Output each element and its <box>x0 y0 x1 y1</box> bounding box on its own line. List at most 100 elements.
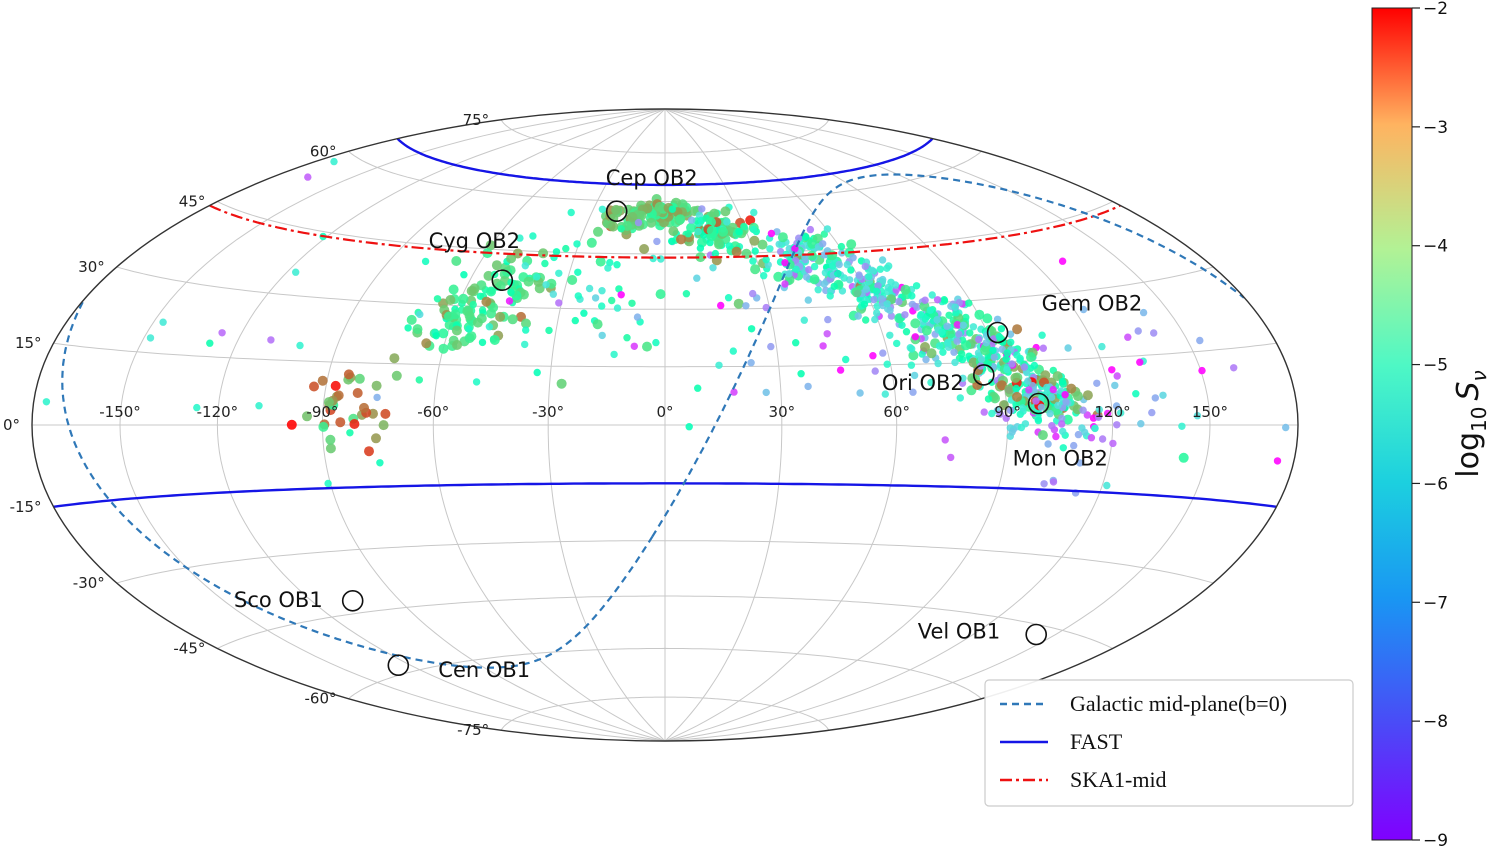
legend: Galactic mid-plane(b=0) FAST SKA1-mid <box>984 679 1354 807</box>
ob-associations: Cep OB2 Cyg OB2 Gem OB2 Ori OB2 Mon OB2 Sco O… <box>234 166 1142 682</box>
source-point <box>933 316 941 324</box>
source-point <box>849 254 857 262</box>
source-point <box>206 339 214 347</box>
source-point <box>42 398 51 406</box>
source-point <box>750 264 761 275</box>
lat-tick-label: 15° <box>15 334 42 352</box>
source-point <box>693 274 701 282</box>
source-point <box>555 269 563 277</box>
parallel-line <box>500 119 830 154</box>
source-point <box>695 252 706 263</box>
source-point <box>933 296 942 304</box>
source-point <box>1002 355 1010 363</box>
source-point <box>451 325 462 336</box>
source-point <box>698 205 706 213</box>
source-point <box>806 250 817 261</box>
source-point <box>781 280 789 288</box>
source-point <box>533 368 541 377</box>
source-point <box>806 225 815 234</box>
source-point <box>505 297 514 305</box>
source-point <box>1049 478 1058 486</box>
source-point <box>655 289 666 300</box>
source-point <box>877 295 886 303</box>
source-point <box>807 238 818 249</box>
source-point <box>988 409 996 418</box>
source-point <box>886 306 894 315</box>
source-point <box>1113 372 1121 380</box>
source-point <box>472 317 483 328</box>
source-point <box>982 339 990 347</box>
source-point <box>740 222 748 231</box>
source-point <box>928 291 936 299</box>
source-point <box>749 257 757 265</box>
lon-tick-label: 30° <box>769 403 796 421</box>
legend-label: SKA1-mid <box>1070 767 1167 792</box>
source-point <box>922 355 930 364</box>
source-point <box>800 316 808 324</box>
source-point <box>676 234 686 245</box>
source-point <box>1008 428 1016 436</box>
source-point <box>718 226 729 237</box>
source-point <box>466 286 477 296</box>
source-point <box>458 293 469 304</box>
source-point <box>317 375 328 386</box>
map-boundary <box>31 108 1299 742</box>
source-point <box>965 299 973 307</box>
source-point <box>851 287 862 298</box>
source-point <box>879 349 887 357</box>
lon-tick-label: 90° <box>994 403 1021 421</box>
source-point <box>715 361 723 369</box>
source-point <box>1134 327 1142 335</box>
source-point <box>855 271 863 279</box>
source-point <box>883 300 891 308</box>
source-point <box>1095 405 1104 414</box>
colorbar-label: log10Sν <box>1451 370 1491 477</box>
lat-tick-label: -15° <box>10 498 42 516</box>
source-point <box>611 204 621 215</box>
association-marker <box>605 200 628 222</box>
source-point <box>1020 363 1029 371</box>
source-point <box>901 311 909 319</box>
source-point <box>1007 338 1015 346</box>
source-point <box>404 324 412 332</box>
source-point <box>873 309 881 317</box>
source-point <box>1037 403 1046 411</box>
source-point <box>613 304 622 312</box>
source-point <box>586 237 597 248</box>
source-point <box>968 357 979 368</box>
source-point <box>714 239 724 250</box>
source-point <box>826 292 834 300</box>
source-point <box>1010 372 1021 383</box>
source-point <box>921 296 929 304</box>
source-point <box>795 234 803 242</box>
source-point <box>1247 294 1255 303</box>
lat-tick-label: 60° <box>310 142 337 160</box>
lat-tick-label: 45° <box>179 193 206 211</box>
source-point <box>876 265 884 273</box>
source-point <box>593 226 603 237</box>
source-point <box>1136 358 1144 366</box>
source-point <box>871 367 879 375</box>
association-label: Sco OB1 <box>234 588 323 612</box>
source-point <box>608 221 619 232</box>
source-point <box>346 429 354 437</box>
source-point <box>731 246 742 257</box>
source-point <box>343 369 354 380</box>
source-point <box>159 318 167 326</box>
source-point <box>1098 435 1107 443</box>
source-point <box>837 242 846 251</box>
source-point <box>709 208 720 219</box>
source-point <box>893 339 901 348</box>
source-point <box>1058 420 1066 428</box>
source-point <box>591 294 600 302</box>
source-point <box>529 232 537 240</box>
source-point <box>506 253 517 264</box>
source-point <box>998 345 1006 353</box>
source-point <box>1058 257 1067 265</box>
source-point <box>1113 421 1121 429</box>
source-point <box>491 260 502 271</box>
source-point <box>1093 379 1101 387</box>
source-point <box>943 322 951 330</box>
source-point <box>801 233 810 241</box>
